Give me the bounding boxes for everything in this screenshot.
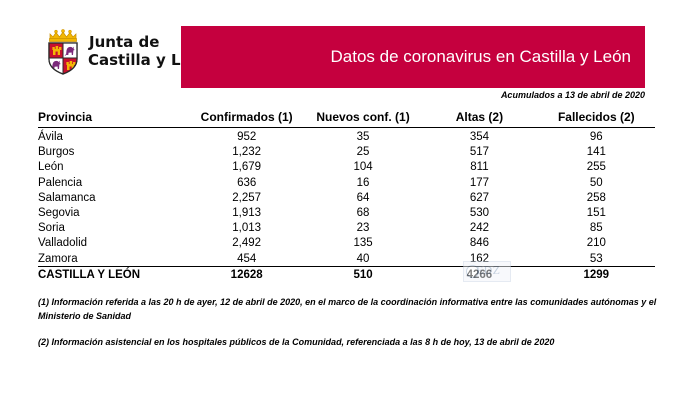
cell-fallecidos: 53 xyxy=(589,252,603,265)
cell-confirmados: 636 xyxy=(237,176,257,189)
cell-provincia: Palencia xyxy=(38,176,83,189)
table-row: Soria 1,013 23 242 85 xyxy=(38,220,655,235)
cell-provincia: Valladolid xyxy=(38,237,88,250)
cell-confirmados: 2,257 xyxy=(232,191,262,204)
cell-nuevos: 35 xyxy=(356,131,370,143)
cell-nuevos: 68 xyxy=(356,207,370,220)
column-header-altas: Altas (2) xyxy=(421,110,538,128)
cell-nuevos: 23 xyxy=(356,222,370,235)
table-header: Provincia Confirmados (1) Nuevos conf. (… xyxy=(38,110,655,128)
cell-nuevos: 64 xyxy=(356,191,370,204)
junta-logo-line1: Junta de xyxy=(89,33,160,51)
cell-confirmados: 1,232 xyxy=(232,146,262,159)
cell-confirmados: 2,492 xyxy=(232,237,262,250)
cell-confirmados: 454 xyxy=(237,252,257,265)
page-header: Junta de Castilla y León Datos de corona… xyxy=(0,0,691,100)
cell-nuevos: 25 xyxy=(356,146,370,159)
junta-logo-line2: Castilla y León xyxy=(88,51,212,69)
total-cell-confirmados: 12628 xyxy=(188,265,305,283)
footnote-1: (1) Información referida a las 20 h de a… xyxy=(38,297,657,321)
total-cell-fallecidos: 1299 xyxy=(537,265,655,283)
cell-altas: 627 xyxy=(469,191,490,204)
column-header-provincia: Provincia xyxy=(38,110,189,128)
table-header-row: Provincia Confirmados (1) Nuevos conf. (… xyxy=(38,110,655,128)
cell-nuevos: 135 xyxy=(353,237,373,250)
footnote-2: (2) Información asistencial en los hospi… xyxy=(38,337,555,347)
column-header-fallecidos: Fallecidos (2) xyxy=(537,110,655,128)
footnotes: (1) Información referida a las 20 h de a… xyxy=(38,296,658,350)
cell-fallecidos: 255 xyxy=(586,161,606,174)
cell-fallecidos: 141 xyxy=(586,146,606,159)
cell-confirmados: 1,913 xyxy=(232,207,262,220)
cell-fallecidos: 96 xyxy=(589,131,603,143)
castilla-y-leon-coat-of-arms-icon xyxy=(42,26,84,76)
table-row: Ávila 952 35 354 96 xyxy=(38,128,655,145)
cell-provincia: Burgos xyxy=(38,146,75,159)
cell-altas: 177 xyxy=(469,176,490,189)
cell-altas: 530 xyxy=(469,207,490,220)
cell-nuevos: 16 xyxy=(356,176,370,189)
total-cell-altas: 4266 xyxy=(421,265,538,283)
table-row: Burgos 1,232 25 517 141 xyxy=(38,144,655,159)
table-total-row: CASTILLA Y LEÓN 12628 510 4266 1299 xyxy=(38,265,655,283)
cell-provincia: Soria xyxy=(38,222,65,235)
covid-data-table: Provincia Confirmados (1) Nuevos conf. (… xyxy=(38,110,655,283)
cell-provincia: Zamora xyxy=(38,252,78,265)
cell-fallecidos: 50 xyxy=(589,176,603,189)
total-label: CASTILLA Y LEÓN xyxy=(38,265,189,283)
cell-altas: 162 xyxy=(469,252,490,265)
table-row: Palencia 636 16 177 50 xyxy=(38,175,655,190)
cell-confirmados: 952 xyxy=(237,131,257,143)
table-row: Salamanca 2,257 64 627 258 xyxy=(38,190,655,205)
cell-fallecidos: 210 xyxy=(586,237,606,250)
page-title: Datos de coronavirus en Castilla y León xyxy=(330,47,632,66)
cell-nuevos: 104 xyxy=(353,161,373,174)
cell-provincia: Segovia xyxy=(38,207,80,220)
table-body: Ávila 952 35 354 96 Burgos 1,232 25 517 … xyxy=(38,128,655,283)
cell-fallecidos: 258 xyxy=(586,191,606,204)
table-row: León 1,679 104 811 255 xyxy=(38,159,655,174)
cell-altas: 242 xyxy=(469,222,490,235)
cell-provincia: Ávila xyxy=(38,131,63,143)
cell-provincia: Salamanca xyxy=(38,191,96,204)
table-row: Segovia 1,913 68 530 151 xyxy=(38,205,655,220)
column-header-confirmados: Confirmados (1) xyxy=(188,110,305,128)
cell-altas: 517 xyxy=(469,146,490,159)
junta-logo: Junta de Castilla y León xyxy=(42,26,212,76)
cell-altas: 354 xyxy=(469,131,490,143)
table-row: Valladolid 2,492 135 846 210 xyxy=(38,235,655,250)
cell-fallecidos: 85 xyxy=(589,222,603,235)
cell-confirmados: 1,679 xyxy=(232,161,262,174)
table-row: Zamora 454 40 162 53 xyxy=(38,251,655,267)
title-banner: Datos de coronavirus en Castilla y León xyxy=(181,26,645,88)
cell-fallecidos: 151 xyxy=(586,207,606,220)
junta-logo-text: Junta de Castilla y León xyxy=(88,33,212,69)
cell-confirmados: 1,013 xyxy=(232,222,262,235)
total-cell-nuevos: 510 xyxy=(304,265,422,283)
cell-altas: 846 xyxy=(469,237,490,250)
cell-provincia: León xyxy=(38,161,64,174)
cell-altas: 811 xyxy=(470,161,489,174)
column-header-nuevos: Nuevos conf. (1) xyxy=(304,110,422,128)
covid-data-table-container: Provincia Confirmados (1) Nuevos conf. (… xyxy=(38,110,655,283)
accumulated-note: Acumulados a 13 de abril de 2020 xyxy=(500,90,645,100)
cell-nuevos: 40 xyxy=(356,252,370,265)
